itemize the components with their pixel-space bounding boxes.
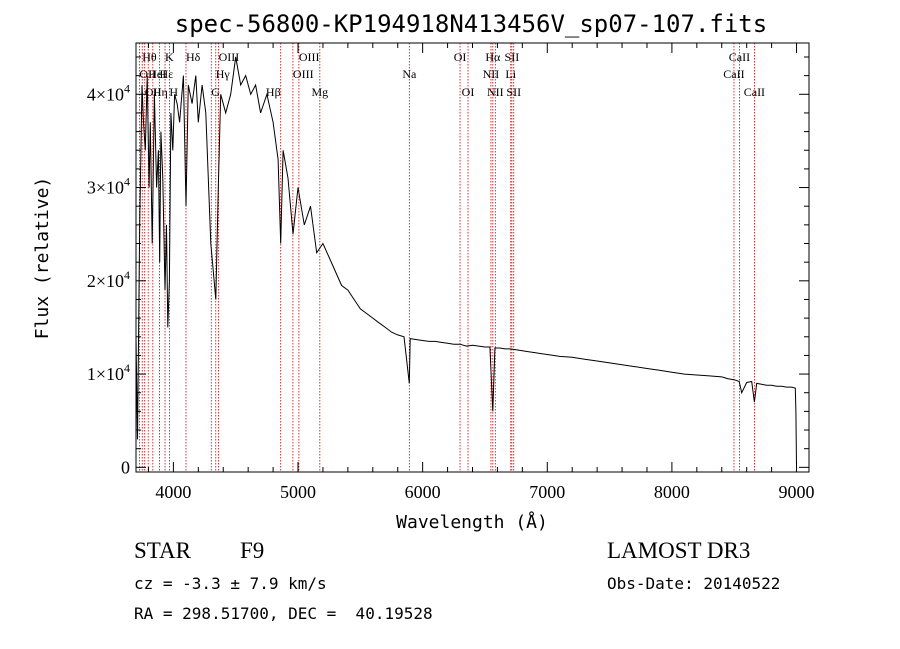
x-tick-label: 9000	[779, 482, 815, 502]
emission-line-label: Hδ	[186, 50, 201, 64]
y-tick-mantissa: 1×10	[87, 364, 124, 384]
emission-line-label: Hε	[160, 67, 174, 81]
emission-line-label: OI	[462, 85, 475, 99]
y-axis-label: Flux (relative)	[32, 177, 53, 340]
y-tick-exponent: 4	[124, 268, 130, 282]
emission-line-label: Hβ	[266, 85, 281, 99]
y-tick-exponent: 4	[124, 175, 130, 189]
x-tick-label: 4000	[155, 482, 191, 502]
emission-line-label: SII	[506, 85, 521, 99]
y-tick-mantissa: 2×10	[87, 271, 124, 291]
object-class: STAR	[134, 538, 191, 563]
spectral-subclass: F9	[240, 538, 265, 563]
x-axis-ticks: 4000 5000 6000 7000 8000 9000	[147, 43, 815, 502]
x-tick-label: 5000	[280, 482, 316, 502]
emission-line-label: NII	[487, 85, 504, 99]
plot-frame	[135, 42, 810, 473]
y-tick-exponent: 4	[124, 361, 130, 375]
emission-line-label: K	[165, 50, 174, 64]
emission-line-label: Hα	[485, 50, 501, 64]
emission-line-label: OI	[454, 50, 467, 64]
observation-date: Obs-Date: 20140522	[607, 574, 781, 593]
emission-line-label: Hη	[153, 85, 168, 99]
sky-coordinates: RA = 298.51700, DEC = 40.19528	[134, 604, 433, 623]
emission-line-label: OIII	[299, 50, 320, 64]
x-axis-label: Wavelength (Å)	[396, 511, 548, 533]
emission-line-label: NII	[483, 67, 500, 81]
y-tick-mantissa: 0	[121, 457, 130, 477]
emission-line-label: Mg	[311, 85, 328, 99]
survey-name: LAMOST DR3	[607, 538, 751, 563]
emission-line-labels: OIIHθOIIHeIHηHεKHHδGHγOIIIHβOIIIOIIIMgNa…	[139, 50, 765, 99]
y-tick-label: 1×104	[87, 361, 130, 384]
y-tick-label: 4×104	[87, 81, 130, 104]
x-tick-label: 7000	[529, 482, 565, 502]
y-tick-label: 2×104	[87, 268, 130, 291]
emission-line-label: CaII	[723, 67, 744, 81]
emission-line-label: OII	[139, 67, 156, 81]
emission-line-label: SII	[505, 50, 520, 64]
emission-line-label: OII	[145, 85, 162, 99]
x-tick-label: 6000	[405, 482, 441, 502]
y-tick-label: 0	[121, 457, 130, 477]
emission-line-label: Hθ	[142, 50, 157, 64]
emission-line-markers	[138, 43, 755, 472]
y-tick-mantissa: 3×10	[87, 178, 124, 198]
emission-line-label: G	[211, 85, 220, 99]
emission-line-label: Hγ	[216, 67, 231, 81]
spectrum-line	[135, 56, 797, 468]
emission-line-label: Na	[402, 67, 417, 81]
x-tick-label: 8000	[654, 482, 690, 502]
emission-line-label: Li	[505, 67, 516, 81]
emission-line-label: CaII	[729, 50, 750, 64]
emission-line-label: CaII	[744, 85, 765, 99]
emission-line-label: OIII	[219, 50, 240, 64]
y-tick-exponent: 4	[124, 81, 130, 95]
emission-line-label: H	[169, 85, 178, 99]
emission-line-label: OIII	[293, 67, 314, 81]
emission-line-label: HeI	[148, 67, 166, 81]
redshift-velocity: cz = -3.3 ± 7.9 km/s	[134, 574, 327, 593]
chart-title: spec-56800-KP194918N413456V_sp07-107.fit…	[175, 10, 767, 38]
y-tick-label: 3×104	[87, 175, 130, 198]
y-tick-mantissa: 4×10	[87, 84, 124, 104]
